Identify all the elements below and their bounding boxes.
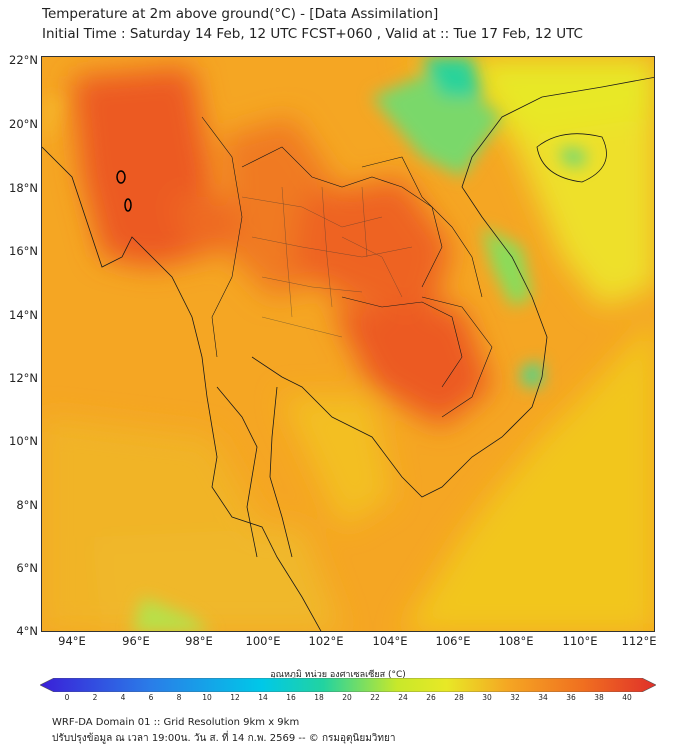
cb-tick-28: 28	[454, 693, 464, 702]
cb-tick-2: 2	[92, 693, 98, 702]
cb-tick-26: 26	[426, 693, 436, 702]
lon-label-102: 102°E	[308, 634, 344, 648]
thailand-laos-border	[241, 146, 443, 288]
colorbar-title: อุณหภูมิ หน่วย องศาเซลเซียส (°C)	[270, 670, 406, 680]
lon-label-98: 98°E	[185, 634, 213, 648]
lat-label-14: 14°N	[9, 308, 38, 322]
central-highlands-cool	[522, 362, 542, 387]
peninsula-west-coast	[216, 386, 258, 558]
chart-title: Temperature at 2m above ground(°C) - [Da…	[42, 6, 439, 22]
myanmar-thailand-border	[201, 116, 243, 358]
cb-tick-36: 36	[566, 693, 576, 702]
east-coastline	[251, 76, 654, 498]
cb-tick-22: 22	[370, 693, 380, 702]
chart-subtitle: Initial Time : Saturday 14 Feb, 12 UTC F…	[42, 26, 583, 42]
cb-tick-30: 30	[482, 693, 492, 702]
temperature-field	[42, 57, 654, 631]
malaysia-cool	[132, 597, 210, 631]
contour-loop-2	[124, 198, 132, 212]
cb-tick-6: 6	[148, 693, 154, 702]
lon-label-100: 100°E	[245, 634, 281, 648]
lon-label-94: 94°E	[58, 634, 86, 648]
model-info: WRF-DA Domain 01 :: Grid Resolution 9km …	[52, 717, 300, 728]
annamite-cool	[482, 227, 532, 307]
cb-tick-24: 24	[398, 693, 408, 702]
cb-tick-32: 32	[510, 693, 520, 702]
lat-label-4: 4°N	[16, 624, 38, 638]
coastlines	[42, 76, 654, 631]
temperature-map	[41, 56, 655, 632]
cb-tick-14: 14	[258, 693, 268, 702]
cb-tick-4: 4	[120, 693, 126, 702]
cb-tick-12: 12	[230, 693, 240, 702]
cambodia-vietnam-border	[421, 296, 493, 418]
lat-label-10: 10°N	[9, 434, 38, 448]
colorbar-gradient	[40, 678, 656, 692]
lat-label-8: 8°N	[16, 498, 38, 512]
peninsula-east-coast	[269, 386, 293, 558]
cambodia-hot-zone	[332, 307, 492, 427]
thailand-cambodia-border	[341, 296, 463, 388]
cb-tick-40: 40	[622, 693, 632, 702]
south-sea	[92, 527, 342, 631]
lon-label-110: 110°E	[562, 634, 598, 648]
isan-hot-zone	[292, 177, 452, 317]
lat-label-16: 16°N	[9, 244, 38, 258]
cb-tick-0: 0	[64, 693, 70, 702]
cb-tick-16: 16	[286, 693, 296, 702]
lat-label-18: 18°N	[9, 181, 38, 195]
west-coastline	[42, 146, 322, 631]
country-borders	[201, 116, 493, 418]
lon-label-108: 108°E	[498, 634, 534, 648]
gulf-tonkin-yellow	[512, 117, 654, 307]
laos-vietnam-border	[361, 156, 483, 298]
cb-tick-38: 38	[594, 693, 604, 702]
colorbar	[40, 678, 656, 692]
cb-tick-10: 10	[202, 693, 212, 702]
cb-tick-8: 8	[176, 693, 182, 702]
cb-tick-18: 18	[314, 693, 324, 702]
hainan-cool	[562, 147, 587, 167]
myanmar-hot-zone	[72, 67, 212, 267]
lon-label-96: 96°E	[122, 634, 150, 648]
lon-label-104: 104°E	[372, 634, 408, 648]
west-edge-mild	[42, 97, 62, 137]
province-borders	[241, 186, 413, 338]
north-cool-spot	[422, 57, 482, 97]
update-info: ปรับปรุงข้อมูล ณ เวลา 19:00น. วัน ส. ที่…	[52, 733, 396, 744]
lat-label-20: 20°N	[9, 117, 38, 131]
lat-label-6: 6°N	[16, 561, 38, 575]
cb-tick-20: 20	[342, 693, 352, 702]
lat-label-22: 22°N	[9, 53, 38, 67]
west-thailand-hot	[172, 197, 242, 257]
hainan-coast	[536, 133, 607, 183]
cb-tick-34: 34	[538, 693, 548, 702]
lat-label-12: 12°N	[9, 371, 38, 385]
lon-label-106: 106°E	[435, 634, 471, 648]
contour-loop-1	[116, 170, 126, 184]
lon-label-112: 112°E	[621, 634, 657, 648]
gulf-thailand	[282, 397, 392, 527]
